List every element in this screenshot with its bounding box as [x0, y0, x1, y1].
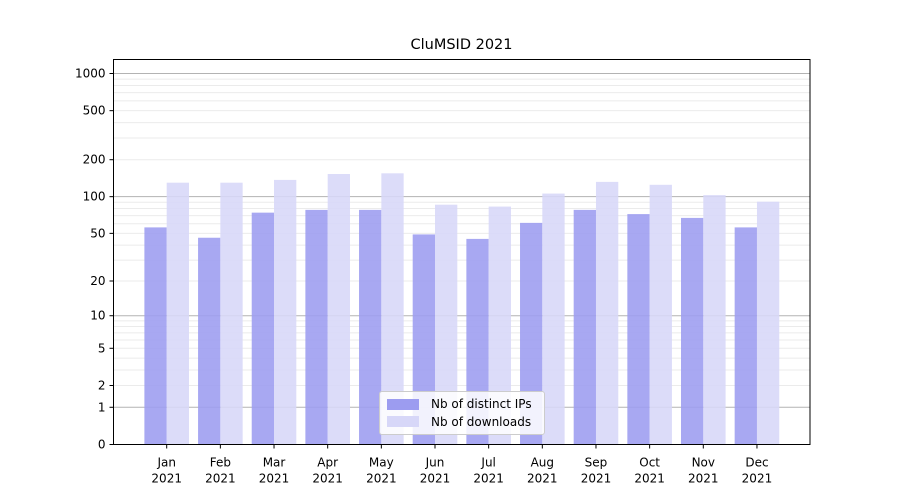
bar-distinct-ips-may: [359, 209, 382, 445]
bar-downloads-feb: [220, 182, 243, 445]
x-tick-label-dec: Dec 2021: [742, 456, 773, 486]
x-tick-label-feb: Feb 2021: [205, 456, 236, 486]
y-tick-label: 20: [90, 274, 105, 288]
y-tick-label: 0: [98, 438, 106, 452]
legend-row-downloads: Nb of downloads: [387, 414, 536, 430]
legend-label-downloads: Nb of downloads: [431, 414, 532, 429]
y-tick-label: 2: [98, 379, 106, 393]
bar-distinct-ips-apr: [305, 209, 328, 445]
bar-downloads-oct: [649, 184, 672, 445]
x-tick-label-jul: Jul 2021: [473, 456, 504, 486]
y-tick-label: 200: [83, 153, 106, 167]
bar-downloads-jun: [435, 204, 458, 445]
x-tick-label-jun: Jun 2021: [420, 456, 451, 486]
y-tick-label: 1: [98, 400, 106, 414]
legend-row-distinct-ips: Nb of distinct IPs: [387, 396, 536, 412]
legend-swatch-downloads: [387, 416, 419, 428]
y-axis: 0 1 2 5 10 20 50 100 200 500 1000: [75, 66, 114, 452]
bar-downloads-sep: [595, 181, 619, 445]
y-tick-label: 5: [98, 341, 106, 355]
bar-distinct-ips-mar: [251, 212, 275, 445]
bar-distinct-ips-aug: [520, 222, 543, 445]
x-tick-label-jan: Jan 2021: [151, 456, 182, 486]
bar-distinct-ips-dec: [734, 227, 757, 445]
chart-title: CluMSID 2021: [410, 37, 513, 53]
x-tick-label-apr: Apr 2021: [312, 456, 343, 486]
bar-downloads-mar: [274, 179, 297, 445]
bar-downloads-apr: [327, 174, 350, 445]
y-tick-label: 500: [83, 104, 106, 118]
y-tick-label: 100: [83, 190, 106, 204]
x-tick-label-oct: Oct 2021: [634, 456, 665, 486]
bar-distinct-ips-nov: [681, 217, 704, 445]
bar-downloads-jan: [166, 182, 189, 445]
y-tick-label: 50: [90, 226, 105, 240]
bar-distinct-ips-oct: [627, 214, 650, 445]
bar-distinct-ips-jan: [144, 227, 167, 445]
bar-downloads-nov: [703, 195, 726, 445]
x-tick-label-sep: Sep 2021: [581, 456, 612, 486]
legend: Nb of distinct IPs Nb of downloads: [379, 391, 545, 435]
bar-distinct-ips-sep: [573, 209, 596, 445]
x-tick-label-mar: Mar 2021: [259, 456, 290, 486]
bar-downloads-aug: [542, 193, 565, 445]
bar-downloads-jul: [488, 206, 511, 445]
x-tick-label-nov: Nov 2021: [688, 456, 719, 486]
legend-swatch-distinct-ips: [387, 398, 419, 410]
x-axis: Jan 2021 Feb 2021 Mar 2021 Apr 2021 May 2021 Jun 20…: [151, 444, 773, 486]
bar-downloads-dec: [756, 201, 780, 445]
bar-downloads-may: [381, 173, 404, 445]
plot-frame: [113, 59, 811, 445]
bar-distinct-ips-feb: [198, 237, 221, 445]
legend-label-distinct-ips: Nb of distinct IPs: [431, 397, 532, 412]
y-tick-label: 1000: [75, 66, 106, 80]
x-tick-label-aug: Aug 2021: [527, 456, 558, 486]
x-tick-label-may: May 2021: [366, 456, 397, 486]
y-tick-label: 10: [90, 309, 105, 323]
